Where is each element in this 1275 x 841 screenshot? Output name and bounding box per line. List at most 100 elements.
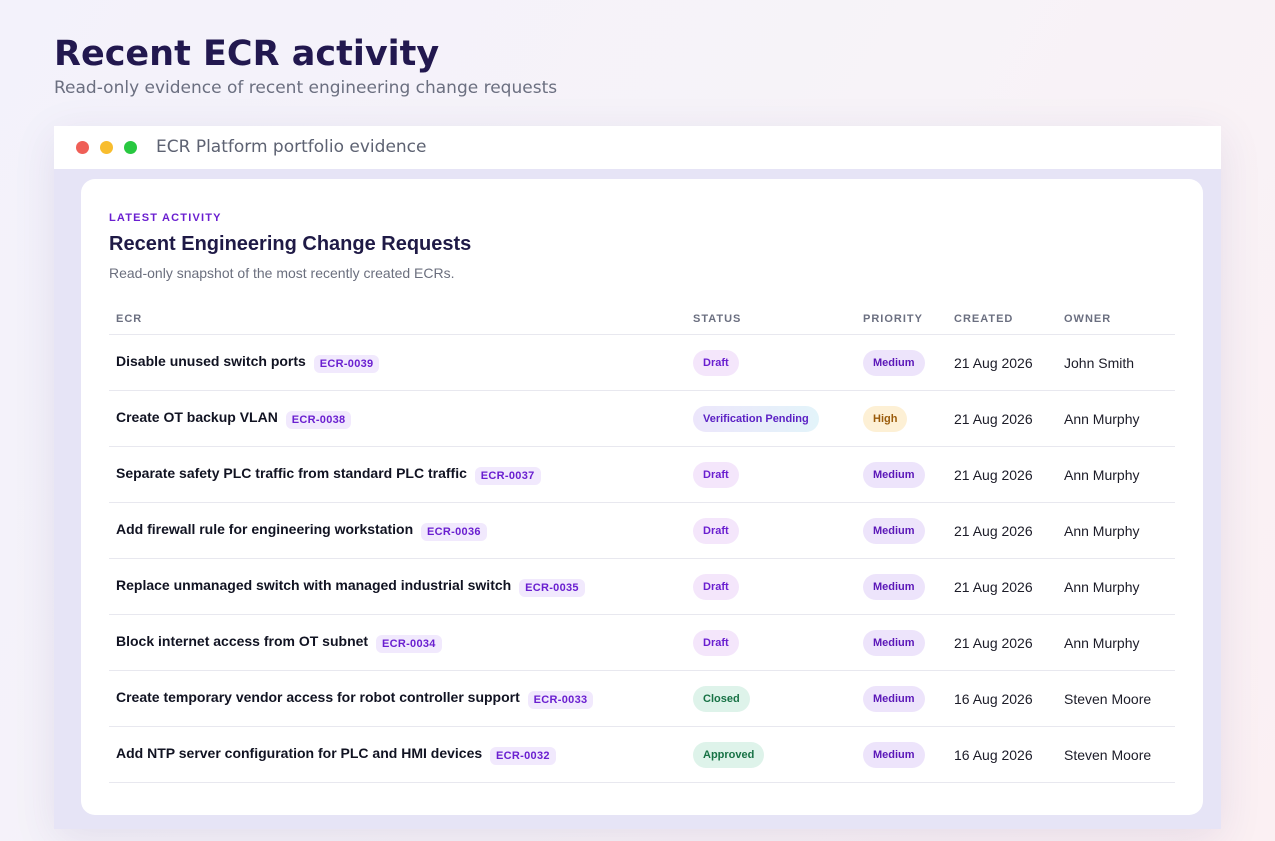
window-title: ECR Platform portfolio evidence (156, 137, 427, 157)
priority-cell: Medium (856, 726, 947, 783)
card-description: Read-only snapshot of the most recently … (109, 265, 455, 281)
table-row[interactable]: Add NTP server configuration for PLC and… (109, 726, 1175, 783)
priority-badge: Medium (863, 461, 925, 488)
ecr-title[interactable]: Add firewall rule for engineering workst… (116, 520, 414, 537)
created-date: 21 Aug 2026 (947, 446, 1057, 503)
maximize-window-button[interactable] (124, 141, 137, 154)
status-cell: Draft (686, 614, 856, 671)
owner-name: John Smith (1057, 334, 1175, 391)
priority-badge: Medium (863, 741, 925, 768)
page-title: Recent ECR activity (54, 34, 440, 74)
ecr-cell: Separate safety PLC traffic from standar… (109, 446, 686, 503)
ecr-id-badge: ECR-0037 (474, 466, 541, 485)
ecr-cell: Replace unmanaged switch with managed in… (109, 558, 686, 615)
priority-badge: Medium (863, 517, 925, 544)
status-badge: Draft (693, 573, 739, 600)
owner-name: Ann Murphy (1057, 558, 1175, 615)
status-cell: Draft (686, 502, 856, 559)
table-row[interactable]: Block internet access from OT subnet ECR… (109, 614, 1175, 671)
ecr-cell: Add NTP server configuration for PLC and… (109, 726, 686, 783)
status-badge: Draft (693, 349, 739, 376)
table-header-row: ECR STATUS PRIORITY CREATED OWNER (109, 303, 1175, 335)
table-row[interactable]: Create OT backup VLAN ECR-0038 Verificat… (109, 390, 1175, 447)
page-subtitle: Read-only evidence of recent engineering… (54, 78, 558, 98)
browser-window: ECR Platform portfolio evidence LATEST A… (54, 126, 1221, 829)
owner-name: Ann Murphy (1057, 614, 1175, 671)
column-header-ecr[interactable]: ECR (109, 303, 686, 335)
ecr-title[interactable]: Create OT backup VLAN (116, 408, 278, 425)
ecr-id-badge: ECR-0034 (375, 634, 442, 653)
status-cell: Draft (686, 446, 856, 503)
priority-badge: High (863, 405, 908, 432)
status-cell: Draft (686, 334, 856, 391)
created-date: 16 Aug 2026 (947, 726, 1057, 783)
ecr-id-badge: ECR-0035 (519, 578, 585, 597)
ecr-title[interactable]: Add NTP server configuration for PLC and… (116, 744, 483, 761)
created-date: 16 Aug 2026 (947, 670, 1057, 727)
owner-name: Steven Moore (1057, 670, 1175, 727)
owner-name: Ann Murphy (1057, 502, 1175, 559)
table-row[interactable]: Replace unmanaged switch with managed in… (109, 558, 1175, 615)
minimize-window-button[interactable] (100, 141, 113, 154)
priority-badge: Medium (863, 349, 925, 376)
table-row[interactable]: Add firewall rule for engineering workst… (109, 502, 1175, 559)
column-header-owner[interactable]: OWNER (1057, 303, 1175, 335)
status-cell: Approved (686, 726, 856, 783)
window-titlebar: ECR Platform portfolio evidence (54, 126, 1221, 169)
created-date: 21 Aug 2026 (947, 558, 1057, 615)
priority-cell: Medium (856, 670, 947, 727)
table-row[interactable]: Create temporary vendor access for robot… (109, 670, 1175, 727)
ecr-id-badge: ECR-0036 (421, 522, 487, 541)
owner-name: Ann Murphy (1057, 390, 1175, 447)
created-date: 21 Aug 2026 (947, 390, 1057, 447)
ecr-cell: Disable unused switch ports ECR-0039 (109, 334, 686, 391)
ecr-id-badge: ECR-0038 (285, 410, 352, 429)
priority-cell: High (856, 390, 947, 447)
created-date: 21 Aug 2026 (947, 614, 1057, 671)
status-badge: Closed (693, 685, 750, 712)
owner-name: Steven Moore (1057, 726, 1175, 783)
priority-badge: Medium (863, 629, 925, 656)
status-cell: Verification Pending (686, 390, 856, 447)
ecr-id-badge: ECR-0032 (490, 746, 556, 765)
ecr-title[interactable]: Separate safety PLC traffic from standar… (116, 464, 467, 481)
status-badge: Verification Pending (693, 405, 819, 432)
priority-cell: Medium (856, 614, 947, 671)
owner-name: Ann Murphy (1057, 446, 1175, 503)
card-title: Recent Engineering Change Requests (109, 233, 472, 255)
column-header-priority[interactable]: PRIORITY (856, 303, 947, 335)
close-window-button[interactable] (76, 141, 89, 154)
ecr-id-badge: ECR-0033 (527, 690, 594, 709)
ecr-title[interactable]: Create temporary vendor access for robot… (116, 688, 520, 705)
status-cell: Draft (686, 558, 856, 615)
priority-cell: Medium (856, 502, 947, 559)
ecr-id-badge: ECR-0039 (313, 354, 380, 373)
ecr-title[interactable]: Replace unmanaged switch with managed in… (116, 576, 512, 593)
ecr-title[interactable]: Disable unused switch ports (116, 352, 306, 369)
activity-card: LATEST ACTIVITY Recent Engineering Chang… (81, 179, 1203, 815)
status-badge: Approved (693, 741, 765, 768)
priority-badge: Medium (863, 573, 925, 600)
ecr-cell: Create temporary vendor access for robot… (109, 670, 686, 727)
status-badge: Draft (693, 517, 739, 544)
table-row[interactable]: Separate safety PLC traffic from standar… (109, 446, 1175, 503)
table-row[interactable]: Disable unused switch ports ECR-0039 Dra… (109, 334, 1175, 391)
priority-cell: Medium (856, 334, 947, 391)
ecr-title[interactable]: Block internet access from OT subnet (116, 632, 369, 649)
card-eyebrow: LATEST ACTIVITY (109, 212, 222, 224)
priority-cell: Medium (856, 446, 947, 503)
ecr-cell: Block internet access from OT subnet ECR… (109, 614, 686, 671)
priority-badge: Medium (863, 685, 925, 712)
priority-cell: Medium (856, 558, 947, 615)
page-header: Recent ECR activity Read-only evidence o… (54, 32, 557, 98)
status-badge: Draft (693, 461, 739, 488)
ecr-cell: Create OT backup VLAN ECR-0038 (109, 390, 686, 447)
column-header-created[interactable]: CREATED (947, 303, 1057, 335)
ecr-table: ECR STATUS PRIORITY CREATED OWNER Disabl… (109, 303, 1175, 783)
created-date: 21 Aug 2026 (947, 502, 1057, 559)
status-cell: Closed (686, 670, 856, 727)
created-date: 21 Aug 2026 (947, 334, 1057, 391)
column-header-status[interactable]: STATUS (686, 303, 856, 335)
ecr-cell: Add firewall rule for engineering workst… (109, 502, 686, 559)
status-badge: Draft (693, 629, 739, 656)
